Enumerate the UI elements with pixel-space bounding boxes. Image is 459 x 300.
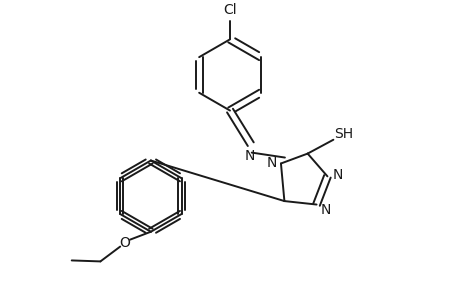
Text: N: N xyxy=(319,203,330,218)
Text: O: O xyxy=(119,236,130,250)
Text: Cl: Cl xyxy=(223,3,236,17)
Text: N: N xyxy=(331,168,342,182)
Text: SH: SH xyxy=(334,127,353,141)
Text: N: N xyxy=(266,157,277,170)
Text: N: N xyxy=(244,149,254,163)
